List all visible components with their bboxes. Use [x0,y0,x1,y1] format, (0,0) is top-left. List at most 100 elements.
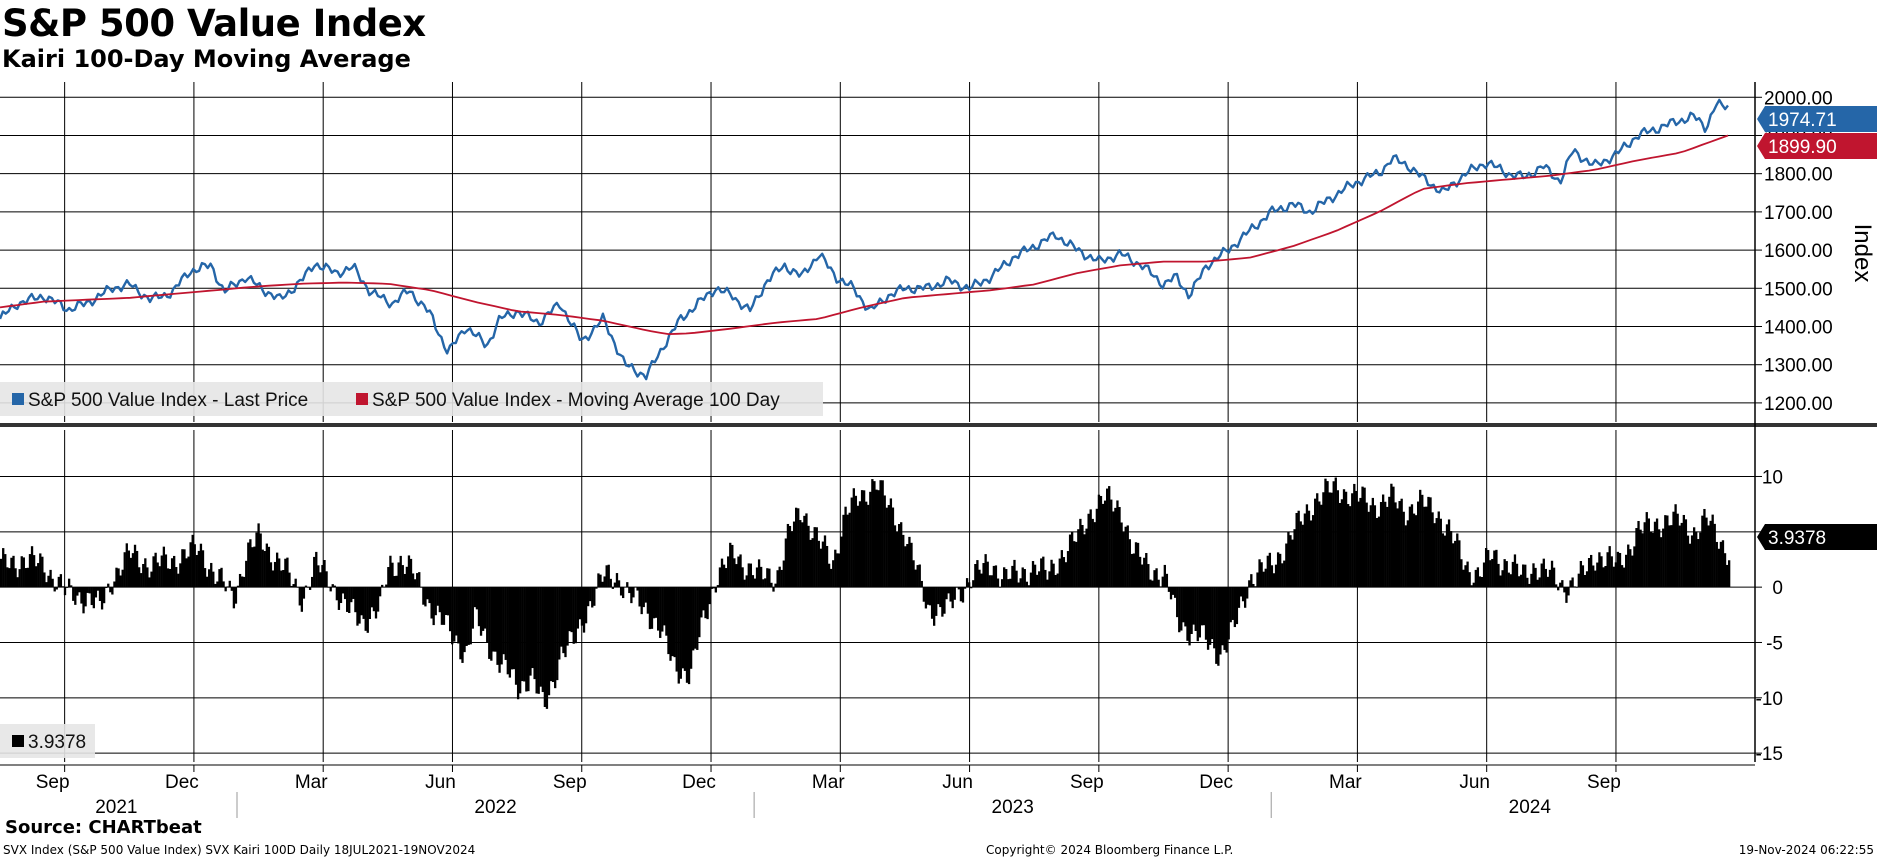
lower-ytick-label: 10 [1762,467,1783,488]
kairi-bar [735,564,738,588]
kairi-bar [1110,499,1113,588]
kairi-bar [473,587,477,608]
kairi-bar [259,533,262,588]
kairi-bar [1414,515,1418,588]
kairi-bar [815,527,818,588]
kairi-bar [1000,579,1004,588]
kairi-bar [1678,525,1681,588]
kairi-bar [1357,501,1360,588]
kairi-bar [512,587,516,670]
kairi-bar [1093,522,1096,588]
lower-legend-swatch [12,735,24,747]
kairi-bar [1276,552,1280,588]
kairi-bar [1482,562,1486,588]
kairi-bar [1342,489,1346,588]
kairi-bar [1569,580,1572,588]
kairi-bar [378,587,382,597]
kairi-bar [576,587,579,629]
upper-ytick-label: 1500.00 [1764,279,1833,300]
kairi-bar [704,587,707,619]
kairi-bar [677,587,680,684]
kairi-bar [1484,548,1488,588]
kairi-bar [516,587,520,700]
kairi-bar [953,587,956,600]
kairi-bar [1355,490,1358,588]
kairi-bar [156,562,159,588]
kairi-bar [1575,587,1578,588]
kairi-bar [1377,516,1381,588]
kairi-bar [96,587,100,591]
kairi-bar [261,549,264,588]
kairi-bar [74,587,77,605]
kairi-bar [1136,542,1140,588]
kairi-bar [551,587,555,683]
kairi-bar [1266,555,1269,588]
kairi-bar [910,542,913,588]
kairi-bar [1256,572,1259,588]
kairi-bar [1719,541,1723,588]
kairi-bar [854,495,858,588]
kairi-bar [1221,587,1224,646]
kairi-bar [1303,513,1307,588]
kairi-bar [529,587,532,676]
kairi-bar [801,522,804,588]
kairi-bar [768,568,771,588]
kairi-bar [1497,563,1500,588]
kairi-bar [1530,573,1533,588]
kairi-bar [135,550,139,588]
kairi-bar [753,578,757,588]
kairi-bar [597,573,600,588]
kairi-bar [1668,525,1671,588]
kairi-bar [1336,490,1339,588]
kairi-bar [1375,518,1379,588]
kairi-bar [644,587,647,603]
kairi-bar [1544,568,1548,588]
kairi-bar [1359,497,1362,588]
kairi-bar [1108,486,1111,588]
kairi-bar [554,587,557,689]
kairi-bar [1692,527,1696,588]
kairi-bar [1476,567,1480,588]
kairi-bar [1456,533,1459,588]
kairi-bar [928,587,932,606]
kairi-bar [586,587,590,607]
kairi-bar [430,587,433,619]
kairi-bar [137,567,141,588]
kairi-bar [453,587,456,642]
kairi-bar [1567,587,1570,596]
kairi-bar [1165,573,1169,588]
kairi-bar [362,587,365,619]
xtick-label-year: 2021 [95,797,137,818]
kairi-bar [1005,569,1008,588]
kairi-bar [537,587,540,694]
kairi-bar [288,572,291,588]
xtick-label-month: Sep [1070,772,1104,793]
kairi-bar [535,587,538,694]
kairi-bar [729,542,732,588]
kairi-bar [1384,501,1387,588]
kairi-bar [834,549,837,588]
kairi-bar [1464,565,1467,588]
kairi-bar [1103,500,1107,588]
kairi-bar [341,587,345,594]
kairi-bar [1664,515,1667,588]
kairi-bar [1522,564,1525,588]
kairi-bar [1328,492,1331,588]
kairi-bar [251,547,254,588]
kairi-bar [650,587,654,629]
kairi-bar [1101,503,1105,588]
moving-average-line [0,134,1729,336]
kairi-bar [1417,501,1420,588]
kairi-bar [440,587,444,625]
kairi-bar [0,558,3,588]
kairi-bar [88,587,91,594]
kairi-bar [1060,550,1063,588]
kairi-bar [352,587,355,599]
kairi-bar [722,564,726,588]
kairi-bar [1223,587,1226,650]
kairi-bar [1369,505,1372,588]
kairi-bar [331,584,334,588]
kairi-bar [1728,560,1731,588]
kairi-bar [918,564,921,588]
kairi-bar [519,587,522,694]
